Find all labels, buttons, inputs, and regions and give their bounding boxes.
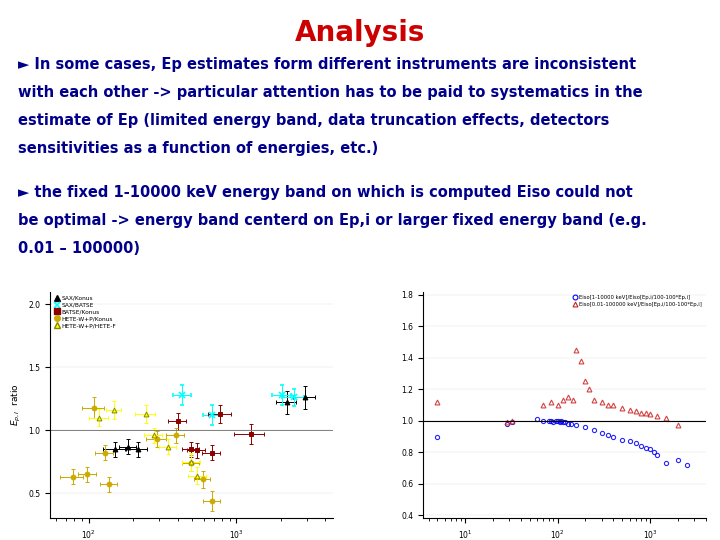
- Text: Analysis: Analysis: [294, 19, 426, 47]
- Text: ► the fixed 1-10000 keV energy band on which is computed Eiso could not: ► the fixed 1-10000 keV energy band on w…: [18, 185, 633, 200]
- Legend: SAX/Konus, SAX/BATSE, BATSE/Konus, HETE-W+P/Konus, HETE-W+P/HETE-F: SAX/Konus, SAX/BATSE, BATSE/Konus, HETE-…: [53, 294, 117, 329]
- Text: with each other -> particular attention has to be paid to systematics in the: with each other -> particular attention …: [18, 85, 643, 100]
- Text: estimate of Ep (limited energy band, data truncation effects, detectors: estimate of Ep (limited energy band, dat…: [18, 113, 609, 128]
- Text: sensitivities as a function of energies, etc.): sensitivities as a function of energies,…: [18, 141, 378, 156]
- Legend: Eiso[1-10000 keV]/Eiso[Ep,i/100-100*Ep,i], Eiso[0.01-100000 keV]/Eiso[Ep,i/100-1: Eiso[1-10000 keV]/Eiso[Ep,i/100-100*Ep,i…: [572, 294, 703, 308]
- Text: ► In some cases, Ep estimates form different instruments are inconsistent: ► In some cases, Ep estimates form diffe…: [18, 57, 636, 72]
- Text: be optimal -> energy band centerd on Ep,i or larger fixed energy band (e.g.: be optimal -> energy band centerd on Ep,…: [18, 213, 647, 228]
- Y-axis label: $E_{p,I}$  ratio: $E_{p,I}$ ratio: [10, 383, 23, 427]
- Text: 0.01 – 100000): 0.01 – 100000): [18, 241, 140, 256]
